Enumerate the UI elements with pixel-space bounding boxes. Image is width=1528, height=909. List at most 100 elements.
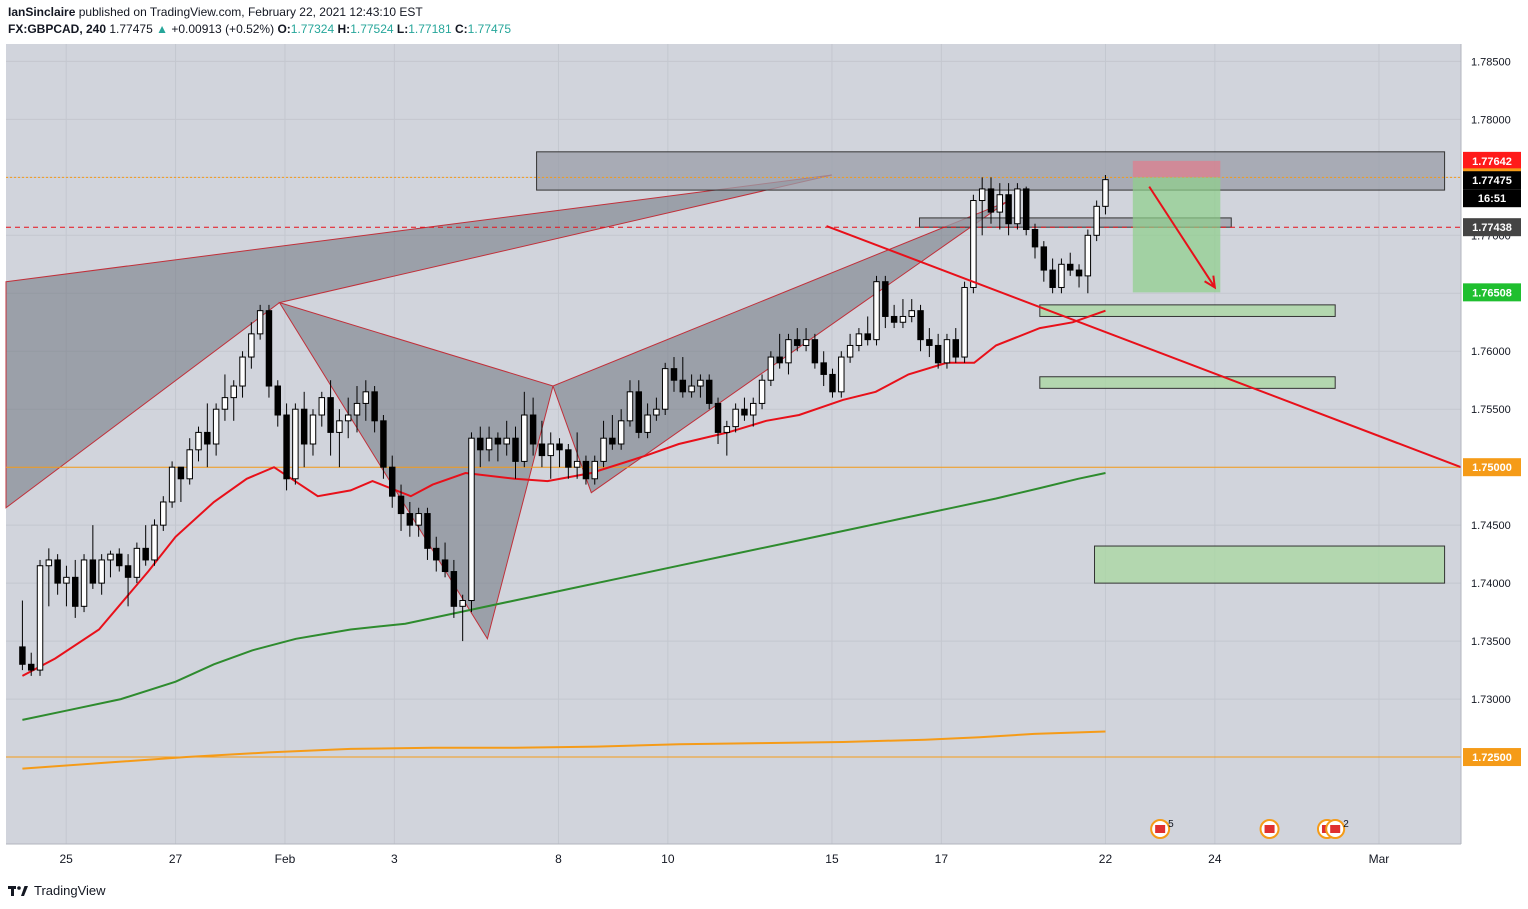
author-name[interactable]: IanSinclaire bbox=[8, 5, 76, 19]
footer-brand[interactable]: TradingView bbox=[34, 883, 106, 898]
candle-body bbox=[1049, 269, 1056, 288]
candle-body bbox=[996, 194, 1004, 213]
candle-body bbox=[679, 379, 687, 393]
event-count: 5 bbox=[1168, 819, 1174, 830]
price-label: 1.76508 bbox=[1472, 287, 1512, 299]
candle-body bbox=[723, 426, 731, 433]
price-label-box bbox=[1463, 458, 1521, 477]
candle-body bbox=[705, 379, 713, 404]
ema-mid-line bbox=[22, 472, 1106, 721]
candle-body bbox=[212, 408, 220, 445]
price-tick-label: 1.78500 bbox=[1471, 56, 1511, 68]
candle-body bbox=[670, 368, 678, 381]
price-tick-label: 1.74500 bbox=[1471, 520, 1511, 532]
candle-body bbox=[688, 385, 695, 393]
candle-body bbox=[899, 315, 907, 323]
price-label-box bbox=[1463, 283, 1521, 302]
price-label-box bbox=[1463, 189, 1521, 208]
candle-body bbox=[609, 437, 616, 445]
candle-body bbox=[80, 559, 88, 607]
time-tick-label: 22 bbox=[1099, 852, 1113, 866]
candle-body bbox=[133, 547, 141, 578]
drawings-layer bbox=[826, 186, 1462, 469]
candle-body bbox=[397, 495, 405, 515]
candle-body bbox=[873, 281, 880, 341]
price-label: 1.77475 bbox=[1472, 175, 1512, 187]
time-axis[interactable]: 25 27 Feb 3 8 10 15 17 22 24 Mar bbox=[6, 843, 1461, 866]
flag-icon bbox=[1330, 825, 1341, 833]
candle-body bbox=[626, 391, 634, 422]
candle-body bbox=[882, 281, 889, 317]
candles-layer bbox=[19, 175, 1109, 676]
event-count: 2 bbox=[1343, 819, 1349, 830]
candle-body bbox=[529, 414, 537, 445]
candle-body bbox=[107, 553, 114, 561]
high-value: 1.77524 bbox=[350, 22, 394, 36]
candle-body bbox=[600, 437, 607, 462]
candle-body bbox=[952, 339, 959, 358]
zones-layer bbox=[536, 151, 1446, 584]
candle-body bbox=[767, 356, 775, 381]
target-arrow bbox=[1148, 186, 1216, 289]
candle-body bbox=[582, 460, 590, 480]
candle-body bbox=[362, 391, 370, 404]
publish-line: IanSinclaire published on TradingView.co… bbox=[8, 4, 1508, 21]
price-axis[interactable]: 1.72500 1.73000 1.73500 1.74000 1.74500 1.750… bbox=[1460, 44, 1521, 844]
ema-slow-line bbox=[22, 730, 1106, 770]
candle-body bbox=[406, 513, 414, 526]
candle-body bbox=[248, 333, 255, 358]
short-position-tool[interactable] bbox=[1132, 160, 1221, 293]
candle-body bbox=[864, 333, 871, 341]
candle-body bbox=[415, 513, 422, 526]
candle-body bbox=[917, 310, 924, 341]
candle-body bbox=[934, 344, 942, 364]
candle-body bbox=[336, 420, 343, 433]
price-tick-label: 1.74000 bbox=[1471, 578, 1511, 590]
candle-body bbox=[556, 443, 563, 451]
price-label: 1.72500 bbox=[1472, 752, 1512, 764]
candle-body bbox=[459, 600, 466, 607]
candle-body bbox=[1014, 188, 1021, 225]
candle-body bbox=[1022, 188, 1030, 231]
time-tick-label: 3 bbox=[391, 852, 398, 866]
symbol-interval[interactable]: FX:GBPCAD, 240 bbox=[8, 22, 107, 36]
candle-body bbox=[1031, 229, 1039, 248]
candle-body bbox=[98, 559, 105, 584]
candle-body bbox=[829, 373, 836, 393]
candle-body bbox=[204, 431, 211, 445]
ohlc-line: FX:GBPCAD, 240 1.77475 ▲ +0.00913 (+0.52… bbox=[8, 21, 1508, 38]
candle-body bbox=[1075, 269, 1083, 277]
price-tick-label: 1.73000 bbox=[1471, 694, 1511, 706]
candle-body bbox=[177, 466, 185, 480]
close-label: C: bbox=[454, 22, 468, 36]
trend-line bbox=[826, 225, 1462, 469]
candle-body bbox=[970, 200, 977, 288]
candle-body bbox=[785, 339, 792, 364]
zone-rect bbox=[1039, 376, 1336, 389]
candle-body bbox=[63, 576, 70, 584]
candle-body bbox=[1058, 263, 1065, 288]
tradingview-logo-icon[interactable] bbox=[8, 884, 28, 898]
price-chart[interactable]: 522 1.725001.730001.735001.740001.745001… bbox=[0, 40, 1528, 872]
candle-body bbox=[116, 553, 123, 567]
candle-body bbox=[855, 333, 863, 346]
flag-icon bbox=[1264, 825, 1275, 833]
time-tick-label: 24 bbox=[1208, 852, 1222, 866]
price-label-box bbox=[1463, 748, 1521, 767]
time-tick-label: 15 bbox=[825, 852, 839, 866]
candle-body bbox=[221, 397, 229, 410]
candle-body bbox=[521, 414, 528, 462]
candle-body bbox=[512, 437, 519, 462]
candle-body bbox=[926, 339, 933, 346]
candle-body bbox=[978, 188, 986, 202]
candle-body bbox=[389, 466, 396, 497]
candle-body bbox=[327, 397, 334, 433]
footer: TradingView bbox=[8, 880, 106, 902]
candle-body bbox=[344, 414, 352, 422]
low-value: 1.77181 bbox=[408, 22, 452, 36]
candle-body bbox=[802, 339, 810, 346]
candle-body bbox=[19, 646, 26, 665]
up-triangle-icon: ▲ bbox=[156, 22, 168, 36]
candle-body bbox=[741, 408, 748, 416]
candle-body bbox=[72, 576, 79, 607]
